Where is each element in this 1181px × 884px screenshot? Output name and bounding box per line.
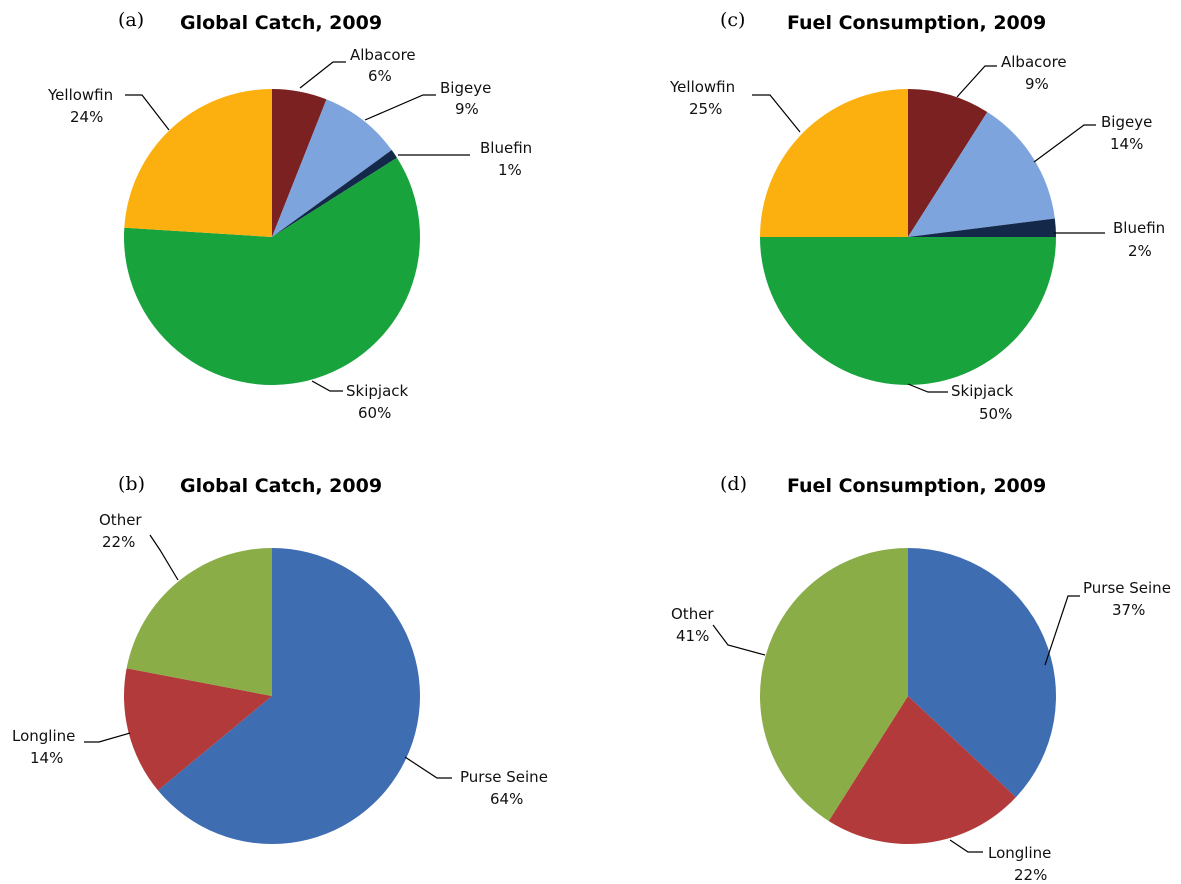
leader-line — [956, 65, 997, 98]
leader-line — [311, 380, 343, 392]
pie-chart-c: (c) Fuel Consumption, 2009 Albacore 9% B… — [669, 9, 1165, 423]
slice-label-yellowfin-c: Yellowfin 25% — [669, 78, 801, 133]
pie-slice-bigeye — [272, 99, 392, 237]
slice-label-value: 14% — [30, 749, 63, 767]
slice-label-albacore-c: Albacore 9% — [956, 53, 1067, 98]
slice-label-name: Bluefin — [1113, 219, 1165, 237]
slice-label-name: Purse Seine — [460, 768, 548, 786]
slice-label-longline-b: Longline 14% — [12, 727, 131, 767]
slice-label-name: Longline — [988, 844, 1051, 862]
leader-line — [752, 94, 801, 133]
pie-slice-longline — [123, 668, 273, 791]
pie-slice-purse-seine — [157, 548, 420, 844]
slice-label-name: Bluefin — [480, 139, 532, 157]
slice-label-name: Longline — [12, 727, 75, 745]
pie-chart-b: (b) Global Catch, 2009 Purse Seine 64% L… — [12, 473, 548, 844]
slice-label-other-b: Other 22% — [99, 511, 179, 581]
slice-label-value: 41% — [676, 627, 709, 645]
pie-chart-a: (a) Global Catch, 2009 Albacore 6% Bigey… — [47, 9, 532, 422]
pie-slice-yellowfin — [124, 89, 272, 237]
slice-label-value: 1% — [498, 161, 522, 179]
slice-label-value: 14% — [1110, 135, 1143, 153]
slice-label-bluefin-c: Bluefin 2% — [1054, 219, 1165, 260]
slice-label-bluefin-a: Bluefin 1% — [398, 139, 532, 179]
pie-slice-skipjack — [123, 157, 420, 386]
pie-chart-d: (d) Fuel Consumption, 2009 Purse Seine 3… — [671, 473, 1171, 884]
pie-slice-bigeye — [908, 112, 1055, 237]
slice-label-value: 6% — [368, 67, 392, 85]
slice-label-name: Yellowfin — [669, 78, 735, 96]
slice-label-longline-d: Longline 22% — [949, 839, 1051, 884]
panel-label-d: (d) — [720, 473, 747, 495]
leader-line — [1033, 124, 1096, 163]
pie-slices-d — [760, 548, 1056, 844]
slice-label-name: Bigeye — [440, 79, 491, 97]
panel-label-a: (a) — [118, 9, 144, 31]
pie-slice-bluefin — [908, 218, 1056, 237]
slice-label-bigeye-c: Bigeye 14% — [1033, 113, 1152, 163]
slice-label-name: Albacore — [350, 46, 416, 64]
slice-label-value: 9% — [455, 100, 479, 118]
chart-title-a: Global Catch, 2009 — [180, 12, 382, 34]
leader-line — [84, 732, 131, 743]
slice-label-value: 37% — [1112, 601, 1145, 619]
pie-slice-yellowfin — [760, 89, 908, 237]
slice-label-value: 22% — [102, 533, 135, 551]
slice-label-name: Albacore — [1001, 53, 1067, 71]
slice-label-value: 2% — [1128, 242, 1152, 260]
pie-slice-albacore — [272, 89, 327, 237]
slice-label-name: Yellowfin — [47, 86, 113, 104]
slice-label-name: Purse Seine — [1083, 579, 1171, 597]
slice-label-value: 9% — [1025, 75, 1049, 93]
chart-title-d: Fuel Consumption, 2009 — [787, 475, 1046, 497]
chart-title-b: Global Catch, 2009 — [180, 475, 382, 497]
leader-line — [149, 534, 179, 581]
leader-line — [404, 756, 452, 779]
leader-line — [364, 94, 436, 121]
slice-label-skipjack-c: Skipjack 50% — [907, 382, 1014, 423]
pie-slices-c — [760, 89, 1056, 385]
slice-label-name: Skipjack — [951, 382, 1014, 400]
pie-slices-a — [123, 89, 420, 386]
slice-label-skipjack-a: Skipjack 60% — [311, 380, 409, 422]
slice-label-bigeye-a: Bigeye 9% — [364, 79, 491, 121]
chart-title-c: Fuel Consumption, 2009 — [787, 12, 1046, 34]
slice-label-other-d: Other 41% — [671, 605, 766, 656]
pie-slice-bluefin — [272, 150, 397, 237]
leader-line — [907, 383, 948, 393]
panel-label-b: (b) — [118, 473, 145, 495]
slice-label-name: Other — [99, 511, 142, 529]
slice-label-value: 64% — [490, 790, 523, 808]
slice-label-yellowfin-a: Yellowfin 24% — [47, 86, 170, 131]
slice-label-value: 22% — [1014, 866, 1047, 884]
pie-slice-other — [126, 548, 273, 696]
slice-label-name: Bigeye — [1101, 113, 1152, 131]
slice-label-value: 50% — [979, 405, 1012, 423]
slice-label-albacore-a: Albacore 6% — [299, 46, 416, 89]
slice-label-purse-seine-b: Purse Seine 64% — [404, 756, 548, 808]
slice-label-value: 60% — [358, 404, 391, 422]
slice-label-value: 24% — [70, 108, 103, 126]
pie-slices-b — [123, 548, 420, 844]
pie-slice-other — [760, 548, 908, 821]
slice-label-name: Skipjack — [346, 382, 409, 400]
pie-slice-longline — [828, 696, 1016, 844]
slice-label-name: Other — [671, 605, 714, 623]
slice-label-value: 25% — [689, 100, 722, 118]
pie-slice-purse-seine — [908, 548, 1056, 798]
leader-line — [125, 94, 170, 131]
slice-label-purse-seine-d: Purse Seine 37% — [1044, 579, 1171, 666]
leader-line — [949, 839, 983, 853]
pie-slice-skipjack — [760, 237, 1056, 385]
leader-line — [1044, 595, 1080, 666]
pie-slice-albacore — [908, 89, 988, 237]
leader-line — [712, 624, 766, 656]
leader-line — [299, 61, 346, 89]
panel-label-c: (c) — [720, 9, 745, 31]
